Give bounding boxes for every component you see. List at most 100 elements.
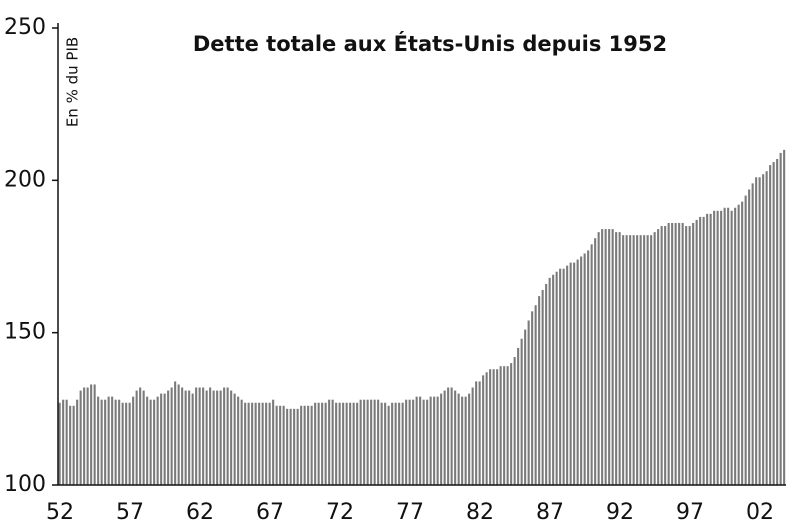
bar — [373, 399, 376, 485]
bar — [461, 396, 464, 485]
x-tick-label: 77 — [396, 500, 424, 524]
bar — [636, 235, 639, 485]
bar — [758, 177, 761, 485]
bar — [664, 226, 667, 486]
bar — [408, 399, 411, 485]
bar — [496, 369, 499, 485]
bar — [258, 402, 261, 485]
bar — [128, 402, 131, 485]
bar — [265, 402, 268, 485]
bar — [548, 277, 551, 485]
bar — [72, 405, 75, 485]
bar — [702, 216, 705, 486]
bar — [643, 235, 646, 485]
bar — [104, 399, 107, 485]
bar — [587, 250, 590, 485]
bar — [156, 396, 159, 485]
bar — [419, 396, 422, 485]
bar — [384, 402, 387, 485]
bar — [573, 262, 576, 485]
y-tick-label: 200 — [4, 167, 46, 192]
bar — [307, 405, 310, 485]
bar — [359, 399, 362, 485]
bar — [191, 393, 194, 485]
bar — [650, 235, 653, 485]
bar — [695, 219, 698, 485]
bar — [370, 399, 373, 485]
bar — [289, 408, 292, 485]
bar — [762, 174, 765, 486]
bar — [233, 393, 236, 485]
bar — [331, 399, 334, 485]
bar — [478, 381, 481, 485]
bar — [188, 390, 191, 485]
bar — [132, 396, 135, 485]
bar — [632, 235, 635, 485]
bar — [734, 207, 737, 485]
bar — [163, 393, 166, 485]
bar — [769, 165, 772, 485]
bar — [597, 232, 600, 485]
bar — [608, 229, 611, 485]
bar — [415, 396, 418, 485]
bar — [520, 338, 523, 485]
bar — [716, 210, 719, 486]
bar — [685, 226, 688, 486]
bar — [475, 381, 478, 485]
bar — [240, 399, 243, 485]
y-tick-label: 250 — [4, 15, 46, 40]
bar — [58, 402, 61, 485]
bar — [209, 387, 212, 485]
x-tick-label: 52 — [46, 500, 74, 524]
bar — [272, 399, 275, 485]
bar — [737, 204, 740, 485]
bar — [671, 222, 674, 485]
bar — [79, 390, 82, 485]
bar — [555, 271, 558, 485]
bar — [499, 366, 502, 485]
bar — [436, 396, 439, 485]
bar — [646, 235, 649, 485]
bar — [391, 402, 394, 485]
bar — [576, 259, 579, 485]
bar — [324, 402, 327, 485]
bar — [352, 402, 355, 485]
bar — [639, 235, 642, 485]
bar — [76, 399, 79, 485]
bar — [356, 402, 359, 485]
bar — [93, 384, 96, 485]
bar — [153, 399, 156, 485]
bar — [268, 402, 271, 485]
bar — [226, 387, 229, 485]
bar — [622, 235, 625, 485]
bar — [485, 372, 488, 485]
bar — [184, 390, 187, 485]
bar — [303, 405, 306, 485]
bar — [261, 402, 264, 485]
bar — [170, 387, 173, 485]
bar — [198, 387, 201, 485]
bar — [699, 216, 702, 486]
bar — [545, 283, 548, 485]
bar — [174, 381, 177, 485]
bar — [538, 296, 541, 485]
bar — [678, 222, 681, 485]
bar — [471, 387, 474, 485]
bar — [748, 189, 751, 485]
x-tick-label: 92 — [606, 500, 634, 524]
bar — [223, 387, 226, 485]
bar — [783, 149, 786, 485]
bar — [657, 229, 660, 485]
bar — [713, 210, 716, 486]
bar — [377, 399, 380, 485]
bar — [167, 390, 170, 485]
bar — [160, 393, 163, 485]
bar — [338, 402, 341, 485]
bar — [492, 369, 495, 485]
bar — [674, 222, 677, 485]
bar — [583, 253, 586, 485]
bar — [660, 226, 663, 486]
bar — [443, 390, 446, 485]
bar — [569, 262, 572, 485]
bar — [65, 399, 68, 485]
